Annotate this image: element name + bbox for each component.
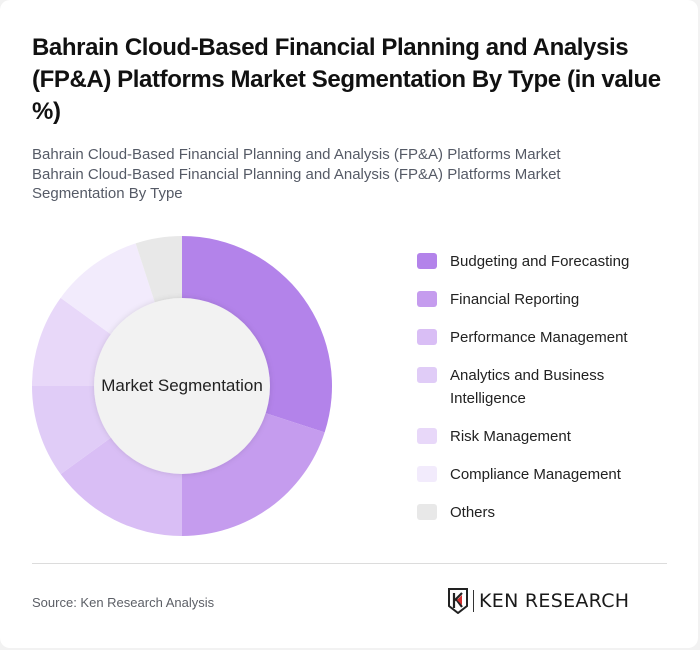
legend-label: Financial Reporting — [450, 291, 580, 308]
logo-text: KEN RESEARCH — [479, 590, 630, 612]
ken-research-logo: KEN RESEARCH — [447, 588, 629, 614]
legend-swatch — [417, 253, 437, 269]
legend-item[interactable]: Financial Reporting — [417, 288, 657, 311]
legend-label: Performance Management — [450, 329, 628, 346]
legend-item[interactable]: Others — [417, 501, 657, 524]
legend-swatch — [417, 428, 437, 444]
legend-item[interactable]: Compliance Management — [417, 463, 657, 486]
legend-swatch — [417, 466, 437, 482]
donut-chart: Market Segmentation — [32, 236, 332, 536]
donut-chart-svg — [32, 236, 332, 536]
legend-swatch — [417, 504, 437, 520]
legend-swatch — [417, 291, 437, 307]
legend-swatch — [417, 367, 437, 383]
donut-center — [94, 298, 270, 474]
legend-label: Risk Management — [450, 428, 571, 445]
legend-swatch — [417, 329, 437, 345]
legend-label: Analytics and Business Intelligence — [450, 367, 605, 407]
legend-item[interactable]: Performance Management — [417, 326, 657, 349]
legend-item[interactable]: Analytics and Business Intelligence — [417, 364, 657, 410]
subtitle-line-2: Bahrain Cloud-Based Financial Planning a… — [32, 165, 561, 203]
legend-label: Compliance Management — [450, 466, 621, 483]
chart-subtitle: Bahrain Cloud-Based Financial Planning a… — [32, 145, 612, 204]
subtitle-line-1: Bahrain Cloud-Based Financial Planning a… — [32, 146, 561, 163]
legend-item[interactable]: Risk Management — [417, 425, 657, 448]
legend-label: Others — [450, 504, 496, 521]
logo-separator — [473, 590, 474, 612]
legend-label: Budgeting and Forecasting — [450, 253, 630, 270]
page-title: Bahrain Cloud-Based Financial Planning a… — [32, 34, 661, 125]
chart-legend: Budgeting and Forecasting Financial Repor… — [417, 250, 657, 539]
ken-research-logo-icon — [448, 588, 468, 614]
footer-divider — [32, 563, 667, 564]
legend-item[interactable]: Budgeting and Forecasting — [417, 250, 657, 273]
source-note: Source: Ken Research Analysis — [32, 595, 215, 610]
